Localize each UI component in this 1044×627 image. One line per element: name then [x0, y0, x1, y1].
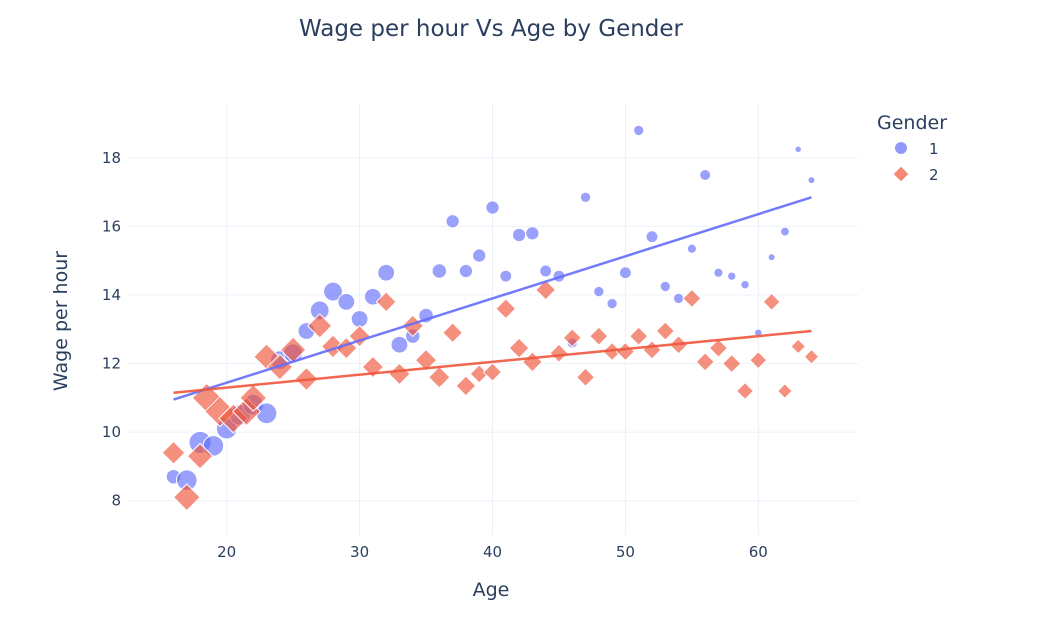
data-point-circle[interactable] [377, 263, 396, 282]
data-point-circle[interactable] [431, 263, 448, 279]
data-point-circle[interactable] [767, 253, 776, 262]
data-point-diamond[interactable] [655, 321, 675, 341]
data-point-circle[interactable] [727, 271, 737, 281]
y-tick-label: 8 [111, 492, 121, 510]
data-point-diamond[interactable] [722, 353, 742, 374]
data-point-circle[interactable] [499, 269, 513, 283]
markers [161, 124, 820, 512]
data-point-circle[interactable] [633, 124, 645, 137]
data-point-diamond[interactable] [428, 365, 451, 389]
data-point-diamond[interactable] [442, 322, 464, 344]
data-point-circle[interactable] [472, 248, 487, 263]
data-point-diamond[interactable] [695, 352, 715, 372]
y-tick-labels: 8 10 12 14 16 18 [102, 149, 121, 510]
data-point-diamond[interactable] [334, 336, 358, 360]
data-point-circle[interactable] [740, 280, 750, 290]
data-point-circle[interactable] [606, 297, 618, 310]
data-point-circle[interactable] [645, 230, 659, 244]
x-tick-label: 30 [350, 543, 369, 561]
data-point-diamond[interactable] [508, 337, 530, 359]
data-point-circle[interactable] [618, 266, 632, 280]
data-point-diamond[interactable] [535, 279, 557, 301]
data-point-diamond[interactable] [629, 326, 649, 346]
trendline [173, 196, 812, 401]
data-point-diamond[interactable] [495, 298, 517, 320]
data-point-diamond[interactable] [549, 343, 569, 363]
data-point-circle[interactable] [686, 243, 697, 254]
data-point-diamond[interactable] [414, 348, 438, 372]
y-tick-label: 12 [102, 355, 121, 373]
y-tick-label: 14 [102, 286, 121, 304]
data-point-diamond[interactable] [589, 326, 609, 346]
data-point-circle[interactable] [511, 227, 527, 243]
data-point-circle[interactable] [525, 226, 540, 241]
legend-title: Gender [877, 112, 947, 134]
data-point-diamond[interactable] [762, 292, 781, 311]
data-point-diamond[interactable] [562, 328, 582, 348]
y-tick-label: 10 [102, 423, 121, 441]
data-point-diamond[interactable] [790, 338, 807, 355]
data-point-diamond[interactable] [749, 351, 768, 370]
data-point-circle[interactable] [713, 267, 724, 278]
legend-circle-marker [894, 141, 908, 155]
data-point-circle[interactable] [337, 292, 356, 311]
x-tick-label: 60 [749, 543, 768, 561]
legend-item-1[interactable]: 1 [894, 140, 939, 158]
x-axis-title: Age [473, 579, 510, 601]
data-point-circle[interactable] [579, 191, 592, 203]
data-point-diamond[interactable] [455, 375, 477, 397]
data-point-diamond[interactable] [575, 367, 596, 387]
data-point-circle[interactable] [539, 264, 553, 278]
data-point-circle[interactable] [445, 214, 460, 229]
chart-title: Wage per hour Vs Age by Gender [299, 16, 684, 42]
trendlines [173, 196, 812, 401]
y-tick-label: 18 [102, 149, 121, 167]
data-point-circle[interactable] [807, 176, 816, 185]
data-point-diamond[interactable] [708, 338, 729, 358]
data-point-circle[interactable] [699, 169, 712, 181]
data-point-circle[interactable] [672, 292, 685, 305]
data-point-circle[interactable] [323, 281, 343, 302]
data-point-diamond[interactable] [239, 383, 268, 412]
legend-label-1: 1 [929, 140, 939, 158]
data-point-circle[interactable] [794, 145, 802, 154]
y-tick-label: 16 [102, 217, 121, 235]
data-point-diamond[interactable] [161, 440, 186, 465]
x-tick-label: 20 [217, 543, 236, 561]
data-point-circle[interactable] [390, 335, 409, 354]
data-point-diamond[interactable] [803, 348, 820, 365]
trendline [173, 329, 812, 394]
data-point-circle[interactable] [659, 280, 671, 293]
data-point-diamond[interactable] [306, 313, 333, 339]
data-point-diamond[interactable] [482, 362, 503, 382]
data-point-diamond[interactable] [682, 288, 702, 309]
data-point-circle[interactable] [593, 285, 605, 298]
grid [127, 103, 858, 535]
data-point-diamond[interactable] [735, 381, 755, 401]
data-point-circle[interactable] [779, 226, 790, 237]
data-point-diamond[interactable] [172, 483, 201, 512]
data-point-diamond[interactable] [186, 442, 214, 470]
data-point-circle[interactable] [485, 200, 500, 215]
x-tick-label: 40 [483, 543, 502, 561]
x-tick-label: 50 [616, 543, 635, 561]
legend-label-2: 2 [929, 166, 939, 184]
legend-item-2[interactable]: 2 [892, 165, 939, 184]
x-tick-labels: 20 30 40 50 60 [217, 543, 768, 561]
data-point-diamond[interactable] [375, 291, 397, 313]
legend-diamond-marker [892, 165, 910, 183]
legend: Gender 1 2 [877, 112, 947, 184]
data-point-circle[interactable] [458, 263, 474, 279]
y-axis-title: Wage per hour [50, 251, 72, 391]
data-point-diamond[interactable] [777, 383, 793, 399]
